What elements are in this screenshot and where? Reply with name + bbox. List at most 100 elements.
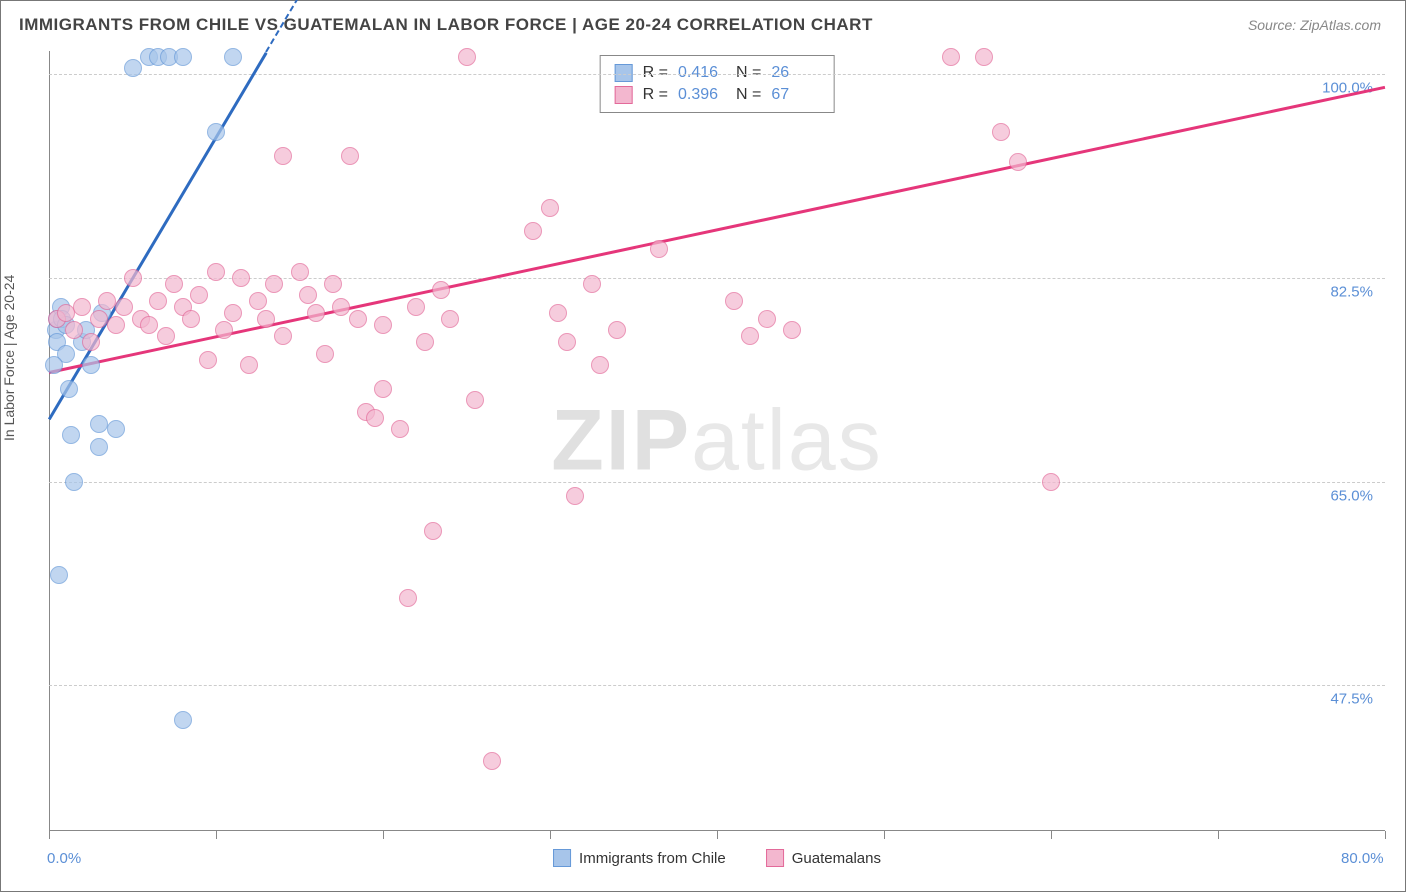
data-point-guatemala	[90, 310, 108, 328]
y-axis-line	[49, 51, 50, 831]
y-tick-label: 47.5%	[1330, 691, 1373, 708]
data-point-guatemala	[165, 275, 183, 293]
legend-label: Guatemalans	[792, 850, 881, 867]
data-point-guatemala	[432, 281, 450, 299]
chart-container: IMMIGRANTS FROM CHILE VS GUATEMALAN IN L…	[0, 0, 1406, 892]
data-point-guatemala	[458, 48, 476, 66]
data-point-guatemala	[124, 269, 142, 287]
data-point-guatemala	[316, 345, 334, 363]
data-point-guatemala	[558, 333, 576, 351]
data-point-guatemala	[215, 321, 233, 339]
data-point-guatemala	[332, 298, 350, 316]
data-point-guatemala	[725, 292, 743, 310]
data-point-chile	[45, 356, 63, 374]
legend-item-guatemala: Guatemalans	[766, 849, 881, 867]
data-point-guatemala	[758, 310, 776, 328]
data-point-guatemala	[274, 327, 292, 345]
data-point-guatemala	[524, 222, 542, 240]
n-value: 26	[771, 64, 819, 82]
n-value: 67	[771, 86, 819, 104]
source-label: Source: ZipAtlas.com	[1248, 17, 1381, 33]
data-point-guatemala	[224, 304, 242, 322]
x-tick	[550, 831, 551, 839]
data-point-chile	[90, 415, 108, 433]
data-point-chile	[62, 426, 80, 444]
x-tick	[383, 831, 384, 839]
data-point-guatemala	[232, 269, 250, 287]
data-point-guatemala	[107, 316, 125, 334]
swatch-guatemala	[615, 86, 633, 104]
legend-label: Immigrants from Chile	[579, 850, 726, 867]
legend-swatch-guatemala	[766, 849, 784, 867]
data-point-chile	[174, 48, 192, 66]
data-point-guatemala	[583, 275, 601, 293]
data-point-guatemala	[199, 351, 217, 369]
x-tick-label: 0.0%	[47, 850, 81, 867]
data-point-guatemala	[1009, 153, 1027, 171]
legend-item-chile: Immigrants from Chile	[553, 849, 726, 867]
data-point-guatemala	[140, 316, 158, 334]
data-point-guatemala	[324, 275, 342, 293]
data-point-guatemala	[366, 409, 384, 427]
stat-row-guatemala: R =0.396N =67	[615, 84, 820, 106]
data-point-guatemala	[741, 327, 759, 345]
data-point-guatemala	[416, 333, 434, 351]
trend-line-guatemala	[49, 86, 1386, 374]
data-point-guatemala	[466, 391, 484, 409]
stats-legend-box: R = 0.416 N = 26 R =0.396N =67	[600, 55, 835, 113]
watermark: ZIPatlas	[551, 392, 882, 491]
data-point-guatemala	[549, 304, 567, 322]
data-point-guatemala	[307, 304, 325, 322]
data-point-guatemala	[349, 310, 367, 328]
data-point-guatemala	[424, 522, 442, 540]
x-tick	[717, 831, 718, 839]
data-point-guatemala	[591, 356, 609, 374]
data-point-guatemala	[975, 48, 993, 66]
data-point-guatemala	[265, 275, 283, 293]
data-point-guatemala	[1042, 473, 1060, 491]
stat-row-chile: R = 0.416 N = 26	[615, 62, 820, 84]
data-point-chile	[174, 711, 192, 729]
data-point-guatemala	[291, 263, 309, 281]
data-point-guatemala	[190, 286, 208, 304]
x-tick	[1218, 831, 1219, 839]
n-label: N =	[736, 64, 761, 82]
data-point-chile	[207, 123, 225, 141]
data-point-guatemala	[992, 123, 1010, 141]
x-tick	[1385, 831, 1386, 839]
x-tick	[216, 831, 217, 839]
data-point-guatemala	[57, 304, 75, 322]
x-tick-label: 80.0%	[1341, 850, 1384, 867]
data-point-guatemala	[115, 298, 133, 316]
watermark-light: atlas	[691, 393, 883, 489]
data-point-guatemala	[157, 327, 175, 345]
data-point-guatemala	[374, 316, 392, 334]
series-legend: Immigrants from Chile Guatemalans	[553, 849, 881, 867]
data-point-guatemala	[182, 310, 200, 328]
data-point-guatemala	[249, 292, 267, 310]
r-label: R =	[643, 64, 668, 82]
data-point-guatemala	[98, 292, 116, 310]
data-point-guatemala	[374, 380, 392, 398]
grid-line	[49, 74, 1385, 75]
data-point-guatemala	[650, 240, 668, 258]
data-point-guatemala	[299, 286, 317, 304]
x-tick	[884, 831, 885, 839]
data-point-guatemala	[541, 199, 559, 217]
chart-title: IMMIGRANTS FROM CHILE VS GUATEMALAN IN L…	[19, 15, 873, 35]
x-tick	[1051, 831, 1052, 839]
data-point-guatemala	[407, 298, 425, 316]
data-point-chile	[82, 356, 100, 374]
r-label: R =	[643, 86, 668, 104]
data-point-guatemala	[82, 333, 100, 351]
data-point-guatemala	[341, 147, 359, 165]
y-tick-label: 82.5%	[1330, 284, 1373, 301]
r-value: 0.416	[678, 64, 726, 82]
grid-line	[49, 482, 1385, 483]
data-point-guatemala	[608, 321, 626, 339]
data-point-guatemala	[783, 321, 801, 339]
y-tick-label: 65.0%	[1330, 487, 1373, 504]
data-point-guatemala	[391, 420, 409, 438]
data-point-guatemala	[441, 310, 459, 328]
data-point-guatemala	[274, 147, 292, 165]
